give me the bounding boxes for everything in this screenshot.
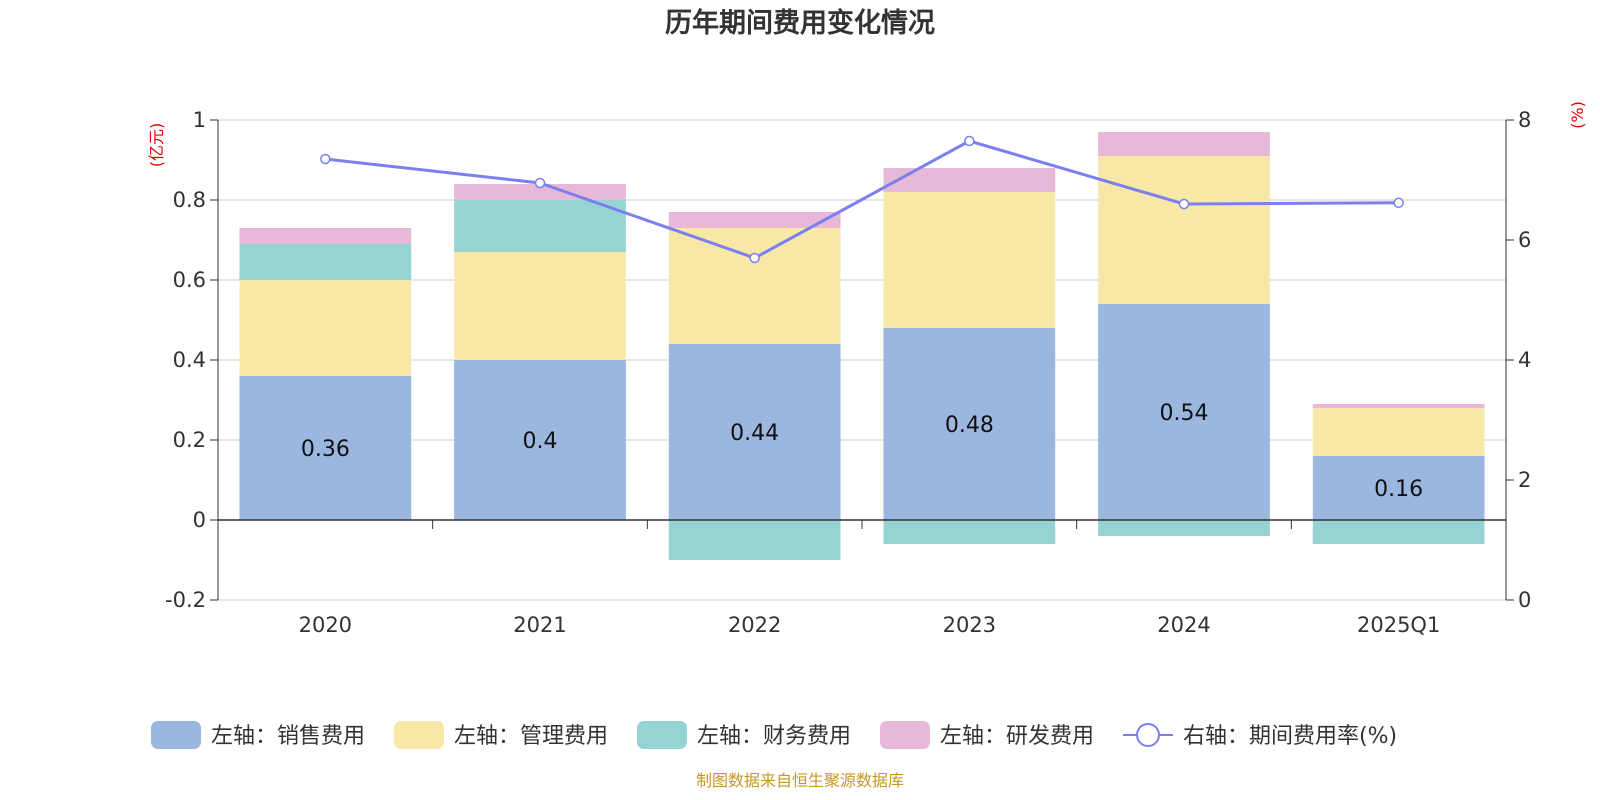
left-tick-label: 0.6 xyxy=(173,268,206,292)
x-tick-label: 2025Q1 xyxy=(1357,613,1440,637)
left-tick-label: -0.2 xyxy=(165,588,206,612)
rate-point xyxy=(534,177,546,189)
bar-labels: 0.36 0.4 0.44 0.48 0.54 0.16 xyxy=(301,401,1423,502)
right-axis-unit: (%) xyxy=(1568,101,1587,129)
left-tick-label: 1 xyxy=(193,108,206,132)
right-axis-ticks: 0 2 4 6 8 xyxy=(1505,108,1531,612)
left-tick-label: 0.4 xyxy=(173,348,206,372)
bar-segment xyxy=(668,228,841,344)
bar-segment xyxy=(239,228,412,244)
rate-point xyxy=(1393,197,1404,209)
right-tick-label: 6 xyxy=(1518,228,1531,252)
x-tick-label: 2022 xyxy=(728,613,781,637)
legend-swatch xyxy=(637,721,687,749)
x-tick-label: 2020 xyxy=(299,613,352,637)
bar-segment xyxy=(1098,520,1270,536)
right-tick-label: 0 xyxy=(1518,588,1531,612)
rate-line xyxy=(320,135,1404,264)
legend-label: 右轴：期间费用率(%) xyxy=(1183,724,1397,749)
bar-segment xyxy=(668,212,841,228)
bar-segment xyxy=(239,376,412,520)
x-axis xyxy=(217,519,1507,529)
left-tick-label: 0 xyxy=(193,508,206,532)
bar-segment xyxy=(1312,404,1485,408)
x-axis-ticks: 2020 2021 2022 2023 2024 2025Q1 xyxy=(299,613,1441,637)
right-tick-label: 2 xyxy=(1518,468,1531,492)
source-note: 制图数据来自恒生聚源数据库 xyxy=(696,771,904,790)
left-tick-label: 0.2 xyxy=(173,428,206,452)
bar-segment xyxy=(454,360,626,520)
legend: 左轴：销售费用 左轴：管理费用 左轴：财务费用 左轴：研发费用 右轴：期间费用率(%) xyxy=(151,721,1397,749)
bar-segment xyxy=(454,200,626,252)
bar-segment xyxy=(1098,132,1270,156)
legend-swatch xyxy=(151,721,201,749)
x-tick-label: 2021 xyxy=(513,613,566,637)
bar-segment xyxy=(668,344,841,520)
legend-item: 左轴：管理费用 xyxy=(394,721,608,749)
bar-value-label: 0.36 xyxy=(301,437,350,462)
bar-segment xyxy=(883,168,1056,192)
bar-value-label: 0.16 xyxy=(1374,477,1423,502)
bar-value-label: 0.44 xyxy=(730,421,779,446)
bar-segment xyxy=(668,520,841,560)
legend-item: 左轴：财务费用 xyxy=(637,721,851,749)
bar-segment xyxy=(1098,304,1270,520)
left-tick-label: 0.8 xyxy=(173,188,206,212)
legend-swatch xyxy=(394,721,444,749)
rate-line-path xyxy=(325,139,1399,260)
bar-value-label: 0.4 xyxy=(523,429,558,454)
legend-label: 左轴：管理费用 xyxy=(454,724,608,749)
bar-value-label: 0.48 xyxy=(945,413,994,438)
right-tick-label: 8 xyxy=(1518,108,1531,132)
legend-marker xyxy=(1136,723,1160,747)
x-tick-label: 2023 xyxy=(943,613,996,637)
legend-item: 右轴：期间费用率(%) xyxy=(1123,723,1397,749)
rate-point xyxy=(320,153,331,165)
bar-segment xyxy=(883,192,1056,328)
legend-item: 左轴：研发费用 xyxy=(880,721,1094,749)
legend-label: 左轴：财务费用 xyxy=(697,724,851,749)
bar-segment xyxy=(1098,156,1270,304)
left-axis-ticks: -0.2 0 0.2 0.4 0.6 0.8 1 xyxy=(165,108,219,612)
bar-segment xyxy=(1312,520,1485,544)
bar-segment xyxy=(239,280,412,376)
right-tick-label: 4 xyxy=(1518,348,1531,372)
bar-segment xyxy=(454,252,626,360)
bars xyxy=(239,132,1485,560)
bar-segment xyxy=(883,328,1056,520)
rate-point xyxy=(1178,198,1190,210)
bar-segment xyxy=(1312,456,1485,520)
legend-label: 左轴：研发费用 xyxy=(940,724,1094,749)
x-tick-label: 2024 xyxy=(1157,613,1210,637)
bar-value-label: 0.54 xyxy=(1160,401,1209,426)
bar-segment xyxy=(454,184,626,200)
rate-point xyxy=(964,135,975,147)
legend-label: 左轴：销售费用 xyxy=(211,724,365,749)
bar-segment xyxy=(883,520,1056,544)
rate-point xyxy=(749,252,760,264)
legend-swatch xyxy=(880,721,930,749)
chart-title: 历年期间费用变化情况 xyxy=(665,7,935,39)
left-axis-unit: (亿元) xyxy=(147,123,166,168)
legend-item: 左轴：销售费用 xyxy=(151,721,365,749)
bar-segment xyxy=(1312,408,1485,456)
bar-segment xyxy=(239,244,412,280)
